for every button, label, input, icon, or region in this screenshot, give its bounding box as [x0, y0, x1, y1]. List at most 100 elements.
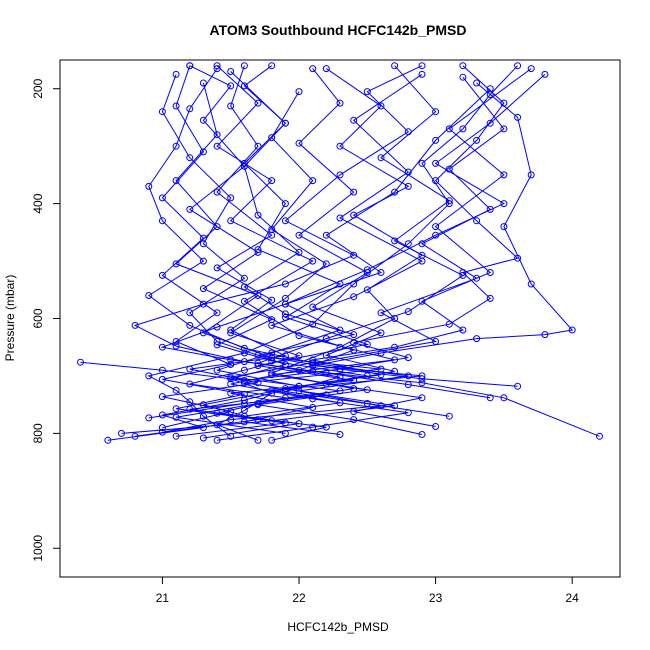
data-point	[254, 99, 262, 107]
data-point	[391, 402, 399, 410]
data-point	[527, 280, 535, 288]
y-axis: 200 400 600 800 1000	[31, 78, 60, 562]
data-point	[377, 102, 385, 110]
data-point	[254, 248, 262, 256]
data-point	[158, 217, 166, 225]
series-line	[107, 88, 491, 441]
data-point	[268, 177, 276, 185]
data-point	[227, 82, 235, 90]
data-point	[500, 125, 508, 133]
data-point	[268, 316, 276, 324]
data-point	[268, 296, 276, 304]
data-point	[158, 343, 166, 351]
data-point	[391, 367, 399, 375]
data-point	[418, 297, 426, 305]
data-point	[186, 62, 194, 70]
data-point	[240, 297, 248, 305]
data-point	[500, 200, 508, 208]
data-point	[227, 356, 235, 364]
data-point	[254, 142, 262, 150]
data-point	[568, 326, 576, 334]
data-point	[240, 162, 248, 170]
data-point	[363, 88, 371, 96]
data-point	[199, 434, 207, 442]
data-point	[473, 79, 481, 87]
data-point	[322, 231, 330, 239]
data-point	[145, 292, 153, 299]
data-point	[131, 321, 139, 329]
data-point	[268, 231, 276, 239]
data-point	[240, 349, 248, 357]
series-7	[158, 70, 603, 440]
data-point	[500, 394, 508, 402]
data-point	[473, 217, 481, 225]
data-point	[322, 65, 330, 73]
series-line	[135, 68, 532, 437]
data-point	[473, 136, 481, 144]
data-point	[77, 358, 84, 366]
data-point	[227, 217, 235, 225]
data-point	[268, 62, 276, 70]
data-point	[254, 416, 262, 424]
series-line	[147, 68, 341, 419]
data-point	[186, 321, 194, 329]
data-point	[486, 119, 494, 127]
data-point	[432, 159, 440, 167]
data-point	[213, 65, 221, 73]
x-tick-label: 24	[566, 591, 580, 605]
data-point	[336, 387, 344, 395]
data-point	[350, 293, 358, 301]
data-point	[377, 309, 385, 317]
data-point	[199, 234, 207, 242]
data-point	[418, 431, 426, 438]
data-point	[240, 400, 248, 407]
data-point	[418, 159, 426, 167]
series-line	[161, 74, 288, 441]
y-axis-label: Pressure (mbar)	[3, 275, 17, 362]
data-point	[377, 349, 385, 357]
data-point	[432, 108, 440, 116]
data-point	[295, 248, 303, 256]
y-tick-label: 400	[31, 193, 45, 213]
series-line	[121, 76, 505, 434]
x-tick-label: 23	[429, 591, 443, 605]
data-point	[199, 79, 207, 87]
data-point	[213, 309, 221, 317]
data-point	[404, 128, 412, 136]
data-point	[486, 205, 494, 213]
x-tick-label: 22	[292, 591, 306, 605]
data-point	[254, 351, 262, 359]
data-point	[404, 354, 412, 362]
data-point	[227, 194, 235, 202]
data-point	[309, 65, 317, 73]
data-point	[186, 365, 194, 373]
data-point	[418, 70, 426, 78]
data-point	[418, 62, 426, 70]
plot-frame	[59, 59, 621, 578]
chart-title: ATOM3 Southbound HCFC142b_PMSD	[210, 22, 467, 38]
data-point	[158, 108, 166, 116]
data-point	[158, 194, 166, 202]
x-axis-label: HCFC142b_PMSD	[287, 620, 389, 634]
data-point	[418, 372, 426, 380]
series-line	[162, 65, 464, 433]
data-point	[309, 356, 317, 364]
data-point	[158, 375, 166, 383]
data-point	[322, 380, 330, 388]
data-point	[596, 432, 603, 440]
data-point	[418, 379, 426, 387]
data-point	[418, 240, 426, 248]
data-point	[350, 188, 358, 196]
data-point	[199, 116, 207, 124]
data-point	[432, 223, 440, 231]
data-point	[145, 182, 153, 190]
data-point	[172, 338, 180, 345]
series-22	[295, 65, 440, 430]
data-point	[240, 366, 248, 374]
data-point	[363, 400, 371, 407]
series-20	[186, 62, 453, 420]
data-point	[322, 351, 330, 359]
data-point	[158, 393, 166, 401]
data-point	[322, 369, 330, 377]
